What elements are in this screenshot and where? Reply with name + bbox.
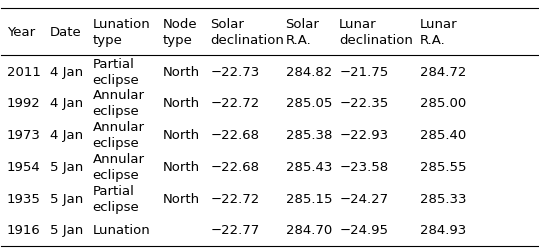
Text: Partial
eclipse: Partial eclipse	[93, 57, 139, 86]
Text: 4 Jan: 4 Jan	[50, 97, 83, 110]
Text: 285.33: 285.33	[420, 192, 466, 205]
Text: North: North	[162, 97, 199, 110]
Text: 1954: 1954	[7, 160, 40, 173]
Text: North: North	[162, 129, 199, 142]
Text: 284.93: 284.93	[420, 223, 466, 236]
Text: Solar
declination: Solar declination	[211, 18, 285, 47]
Text: Lunation: Lunation	[93, 223, 150, 236]
Text: 1992: 1992	[7, 97, 40, 110]
Text: Annular
eclipse: Annular eclipse	[93, 121, 144, 150]
Text: −22.72: −22.72	[211, 97, 260, 110]
Text: 285.43: 285.43	[286, 160, 332, 173]
Text: Solar
R.A.: Solar R.A.	[286, 18, 320, 47]
Text: North: North	[162, 160, 199, 173]
Text: 284.82: 284.82	[286, 66, 332, 78]
Text: Annular
eclipse: Annular eclipse	[93, 152, 144, 181]
Text: North: North	[162, 192, 199, 205]
Text: 5 Jan: 5 Jan	[50, 192, 83, 205]
Text: 1916: 1916	[7, 223, 40, 236]
Text: 285.00: 285.00	[420, 97, 466, 110]
Text: Lunar
declination: Lunar declination	[339, 18, 413, 47]
Text: 1973: 1973	[7, 129, 40, 142]
Text: −22.68: −22.68	[211, 160, 259, 173]
Text: −21.75: −21.75	[339, 66, 389, 78]
Text: −24.27: −24.27	[339, 192, 388, 205]
Text: −23.58: −23.58	[339, 160, 388, 173]
Text: Date: Date	[50, 26, 81, 39]
Text: −24.95: −24.95	[339, 223, 388, 236]
Text: 284.72: 284.72	[420, 66, 466, 78]
Text: Node
type: Node type	[162, 18, 197, 47]
Text: −22.93: −22.93	[339, 129, 388, 142]
Text: North: North	[162, 66, 199, 78]
Text: 285.40: 285.40	[420, 129, 466, 142]
Text: 2011: 2011	[7, 66, 40, 78]
Text: Lunar
R.A.: Lunar R.A.	[420, 18, 457, 47]
Text: Partial
eclipse: Partial eclipse	[93, 184, 139, 213]
Text: −22.72: −22.72	[211, 192, 260, 205]
Text: Lunation
type: Lunation type	[93, 18, 150, 47]
Text: −22.77: −22.77	[211, 223, 260, 236]
Text: Annular
eclipse: Annular eclipse	[93, 89, 144, 118]
Text: 285.15: 285.15	[286, 192, 332, 205]
Text: Year: Year	[7, 26, 35, 39]
Text: 1935: 1935	[7, 192, 40, 205]
Text: 285.55: 285.55	[420, 160, 466, 173]
Text: −22.73: −22.73	[211, 66, 260, 78]
Text: 285.38: 285.38	[286, 129, 332, 142]
Text: −22.68: −22.68	[211, 129, 259, 142]
Text: 4 Jan: 4 Jan	[50, 66, 83, 78]
Text: 5 Jan: 5 Jan	[50, 160, 83, 173]
Text: 284.70: 284.70	[286, 223, 332, 236]
Text: −22.35: −22.35	[339, 97, 389, 110]
Text: 4 Jan: 4 Jan	[50, 129, 83, 142]
Text: 5 Jan: 5 Jan	[50, 223, 83, 236]
Text: 285.05: 285.05	[286, 97, 332, 110]
